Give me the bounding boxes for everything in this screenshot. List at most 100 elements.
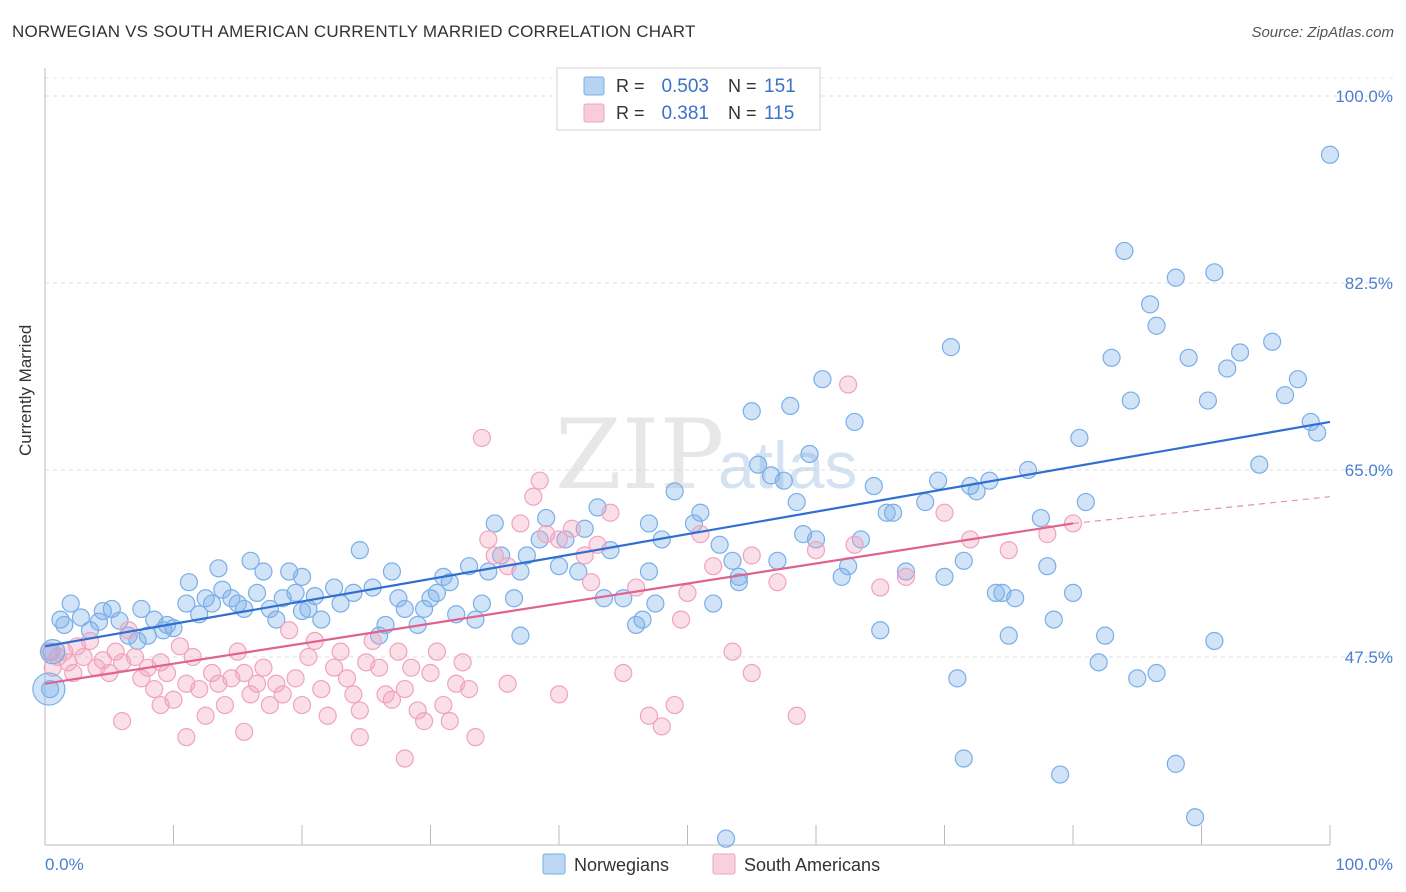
south-american-point: [704, 557, 723, 576]
legend-n-label: N =: [728, 103, 757, 123]
south-american-point: [74, 647, 93, 667]
norwegian-point: [993, 583, 1012, 602]
norwegian-point: [768, 551, 787, 570]
legend-n-value: 151: [764, 76, 796, 97]
y-tick-label: 100.0%: [1335, 87, 1393, 106]
norwegian-point: [1096, 626, 1115, 645]
norwegian-point: [472, 594, 491, 613]
norwegian-point: [1044, 610, 1063, 629]
south-american-point: [691, 525, 710, 544]
legend-swatch: [583, 103, 605, 123]
norwegian-point: [633, 610, 652, 629]
south-american-point: [286, 669, 305, 688]
norwegian-point: [986, 583, 1006, 602]
norwegian-point: [71, 608, 91, 627]
south-american-point: [549, 685, 569, 704]
south-american-point: [196, 706, 215, 725]
norwegian-point: [209, 559, 228, 578]
norwegian-point: [350, 541, 369, 560]
south-american-point: [839, 375, 858, 394]
bottom-legend-label: Norwegians: [574, 855, 669, 875]
norwegian-point: [1308, 423, 1327, 442]
norwegian-point: [247, 583, 267, 602]
south-american-point: [325, 658, 344, 677]
south-american-point: [64, 663, 83, 683]
norwegian-point: [549, 557, 569, 576]
norwegian-point: [382, 562, 402, 581]
norwegian-point: [179, 573, 199, 592]
norwegian-point: [61, 594, 80, 613]
south-american-point: [350, 701, 369, 720]
norwegian-point: [32, 672, 66, 706]
norwegian-point: [466, 610, 485, 629]
south-american-point: [273, 685, 292, 704]
norwegian-point: [254, 562, 273, 581]
norwegian-point: [999, 626, 1018, 645]
south-american-point: [896, 567, 916, 586]
norwegian-point: [916, 492, 935, 512]
norwegian-point: [389, 589, 408, 608]
south-american-point: [806, 541, 826, 560]
norwegian-trendline: [44, 420, 1331, 648]
norwegian-point: [312, 610, 331, 629]
south-american-point: [601, 503, 620, 522]
south-american-point: [337, 669, 357, 688]
norwegian-point: [325, 578, 344, 597]
norwegian-point: [639, 514, 659, 533]
norwegian-point: [710, 535, 729, 554]
norwegian-point: [414, 599, 434, 619]
norwegian-point: [1205, 263, 1224, 282]
norwegian-point: [1128, 669, 1147, 688]
south-american-point: [427, 642, 447, 661]
norwegian-point: [138, 626, 157, 645]
norwegian-point: [781, 396, 800, 415]
norwegian-point: [883, 503, 903, 522]
south-american-point: [235, 663, 254, 683]
norwegian-point: [813, 370, 832, 389]
south-american-point: [202, 663, 222, 683]
norwegian-point: [1179, 348, 1198, 367]
x-tick-label: 0.0%: [45, 855, 84, 874]
norwegian-point: [485, 514, 504, 533]
south-american-point: [177, 728, 196, 747]
south-american-point: [459, 679, 479, 699]
south-american-point: [247, 674, 267, 693]
south-american-point: [344, 685, 363, 704]
norwegian-point: [1275, 386, 1295, 405]
legend-r-value: 0.503: [661, 76, 709, 97]
norwegian-point: [806, 530, 826, 549]
norwegian-point: [877, 503, 896, 522]
norwegian-point: [241, 551, 260, 570]
south-american-point: [254, 658, 273, 677]
norwegian-point: [492, 546, 511, 565]
south-american-point: [466, 728, 485, 747]
norwegian-point: [749, 455, 768, 474]
south-american-point: [479, 530, 498, 549]
norwegian-point: [742, 402, 761, 421]
norwegian-point: [1250, 455, 1269, 474]
south-american-point: [665, 695, 684, 715]
south-american-point: [112, 712, 132, 731]
norwegian-point: [723, 551, 742, 570]
south-american-point: [157, 663, 177, 683]
norwegian-point: [691, 503, 710, 522]
norwegian-point: [286, 583, 305, 602]
south-american-point: [1038, 525, 1057, 544]
norwegian-point: [55, 615, 74, 635]
norwegian-point: [1263, 332, 1282, 351]
norwegian-point: [639, 562, 659, 581]
norwegian-point: [1288, 370, 1307, 389]
south-american-point: [472, 428, 491, 448]
norwegian-point: [646, 594, 665, 613]
south-american-point: [440, 712, 459, 731]
norwegian-point: [41, 679, 60, 699]
south-american-point: [787, 706, 806, 725]
norwegian-point: [511, 626, 530, 645]
south-american-point: [871, 578, 890, 597]
legend-r-label: R =: [616, 76, 645, 96]
norwegian-point: [569, 562, 588, 581]
south-american-point: [408, 701, 427, 720]
watermark-zip: ZIP: [555, 399, 724, 511]
south-american-point: [511, 514, 530, 533]
